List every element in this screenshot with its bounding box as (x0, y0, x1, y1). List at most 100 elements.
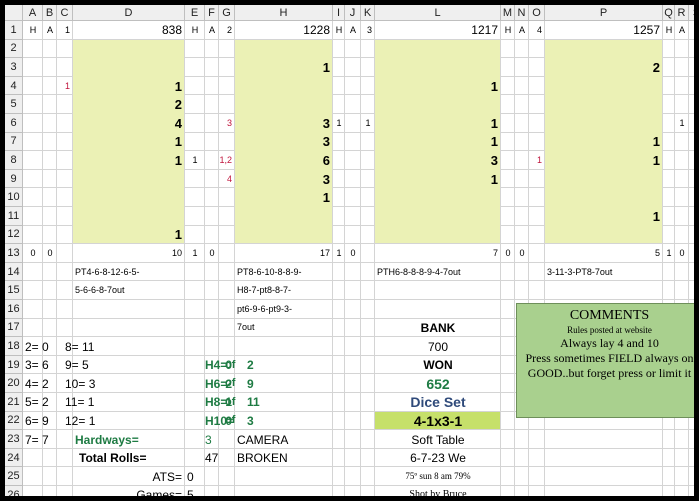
grid-cell[interactable] (43, 207, 57, 226)
grid-cell[interactable] (23, 21, 43, 40)
column-header-l[interactable]: L (375, 5, 501, 21)
grid-cell[interactable] (205, 76, 219, 96)
grid-cell[interactable] (23, 262, 43, 282)
grid-cell[interactable] (333, 58, 345, 77)
grid-cell[interactable] (663, 76, 675, 96)
column-header-r[interactable]: R (675, 5, 689, 21)
grid-cell[interactable] (185, 114, 205, 133)
grid-cell[interactable] (501, 58, 515, 77)
grid-cell[interactable] (361, 411, 375, 431)
grid-cell[interactable] (43, 58, 57, 77)
grid-cell[interactable] (205, 207, 219, 226)
row-header-23[interactable]: 23 (5, 430, 23, 449)
grid-cell[interactable] (205, 281, 219, 300)
grid-cell[interactable] (73, 393, 185, 412)
grid-cell[interactable] (689, 114, 694, 133)
column-header-k[interactable]: K (361, 5, 375, 21)
grid-cell[interactable] (219, 76, 235, 96)
grid-cell[interactable] (205, 132, 219, 152)
grid-cell[interactable] (675, 225, 689, 245)
grid-cell[interactable] (185, 393, 205, 412)
grid-cell[interactable] (515, 430, 529, 449)
row-header-16[interactable]: 16 (5, 300, 23, 319)
grid-cell[interactable] (529, 262, 545, 282)
grid-cell[interactable] (205, 262, 219, 282)
grid-cell[interactable] (501, 95, 515, 114)
grid-cell[interactable] (501, 355, 515, 375)
grid-cell[interactable] (333, 318, 345, 338)
grid-cell[interactable] (375, 430, 501, 449)
grid-cell[interactable] (235, 430, 333, 449)
grid-cell[interactable] (689, 170, 694, 189)
grid-cell[interactable] (333, 21, 345, 40)
row-header-11[interactable]: 11 (5, 207, 23, 226)
grid-cell[interactable] (333, 430, 345, 449)
grid-cell[interactable] (333, 486, 345, 496)
grid-cell[interactable] (501, 132, 515, 152)
grid-cell[interactable] (361, 486, 375, 496)
grid-cell[interactable] (43, 467, 57, 486)
column-header-e[interactable]: E (185, 5, 205, 21)
grid-cell[interactable] (361, 225, 375, 245)
grid-cell[interactable] (219, 355, 235, 375)
grid-cell[interactable] (361, 58, 375, 77)
grid-cell[interactable] (57, 76, 73, 96)
grid-cell[interactable] (205, 393, 219, 412)
grid-cell[interactable] (345, 448, 361, 468)
grid-cell[interactable] (361, 151, 375, 170)
grid-cell[interactable] (663, 39, 675, 59)
grid-cell[interactable] (501, 169, 515, 189)
grid-cell[interactable] (663, 132, 675, 152)
grid-cell[interactable] (185, 207, 205, 226)
row-header-13[interactable]: 13 (5, 244, 23, 263)
grid-cell[interactable] (675, 411, 689, 431)
grid-cell[interactable] (235, 448, 333, 468)
grid-cell[interactable] (73, 430, 185, 449)
grid-cell[interactable] (57, 169, 73, 189)
grid-cell[interactable] (73, 281, 185, 300)
grid-cell[interactable] (663, 486, 675, 496)
grid-cell[interactable] (219, 393, 235, 412)
grid-cell[interactable] (345, 207, 361, 226)
grid-cell[interactable] (43, 132, 57, 152)
grid-cell[interactable] (345, 300, 361, 319)
grid-cell[interactable] (663, 21, 675, 40)
grid-cell[interactable] (515, 207, 529, 226)
grid-cell[interactable] (219, 95, 235, 114)
grid-cell[interactable] (361, 262, 375, 282)
grid-cell[interactable] (675, 486, 689, 496)
grid-cell[interactable] (219, 411, 235, 431)
grid-cell[interactable] (361, 39, 375, 59)
grid-cell[interactable] (57, 39, 73, 59)
grid-cell[interactable] (57, 467, 73, 486)
column-header-a[interactable]: A (23, 5, 43, 21)
grid-cell[interactable] (219, 188, 235, 207)
grid-cell[interactable] (663, 281, 675, 300)
grid-cell[interactable] (23, 300, 43, 319)
grid-cell[interactable] (345, 151, 361, 170)
grid-cell[interactable] (375, 355, 501, 375)
grid-cell[interactable] (333, 411, 345, 431)
grid-cell[interactable] (23, 95, 43, 114)
column-header-i[interactable]: I (333, 5, 345, 21)
grid-cell[interactable] (361, 337, 375, 356)
grid-cell[interactable] (345, 318, 361, 338)
grid-cell[interactable] (689, 412, 694, 431)
grid-cell[interactable] (515, 58, 529, 77)
grid-cell[interactable] (23, 281, 43, 300)
grid-cell[interactable] (333, 95, 345, 114)
row-header-25[interactable]: 25 (5, 467, 23, 486)
column-header-j[interactable]: J (345, 5, 361, 21)
grid-cell[interactable] (345, 262, 361, 282)
grid-cell[interactable] (663, 188, 675, 207)
grid-cell[interactable] (219, 114, 235, 133)
grid-cell[interactable] (675, 188, 689, 207)
grid-cell[interactable] (501, 374, 515, 393)
grid-cell[interactable] (501, 430, 515, 449)
grid-cell[interactable] (205, 225, 219, 245)
grid-cell[interactable] (205, 411, 219, 431)
grid-cell[interactable] (345, 337, 361, 356)
grid-cell[interactable] (235, 486, 333, 496)
grid-cell[interactable] (675, 114, 689, 133)
grid-cell[interactable] (515, 188, 529, 207)
